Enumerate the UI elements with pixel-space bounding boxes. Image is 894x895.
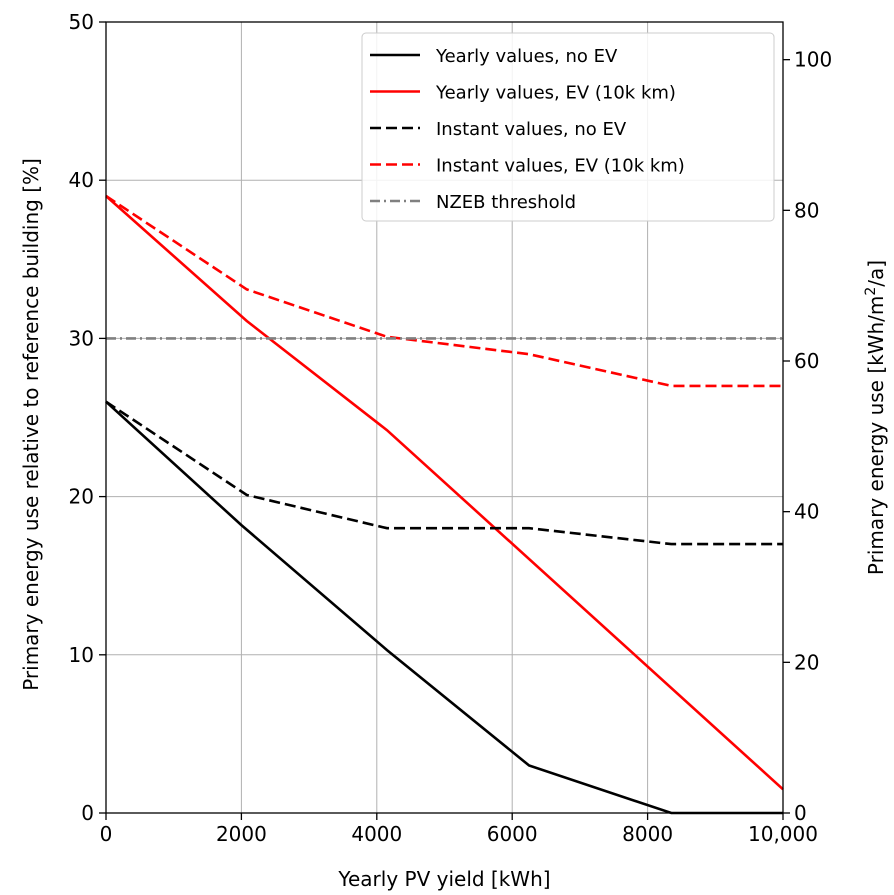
y-tick-label: 30 [69, 326, 94, 350]
x-axis-label: Yearly PV yield [kWh] [337, 867, 550, 891]
y-right-axis-label-prefix: Primary energy use [kWh/m [864, 296, 888, 576]
x-tick-label: 10,000 [748, 822, 818, 846]
legend-label-4: NZEB threshold [436, 192, 576, 213]
legend-label-3: Instant values, EV (10k km) [436, 156, 685, 177]
y-tick-label: 40 [69, 168, 94, 192]
y-tick-label: 50 [69, 10, 94, 34]
x-axis-ticks: 0 2000 4000 6000 8000 10,000 [100, 813, 818, 846]
y-right-axis-label-suffix: /a] [864, 260, 888, 287]
y-axis-ticks: 0 10 20 30 40 50 [69, 10, 106, 825]
series-line-0 [105, 400, 783, 815]
x-tick-label: 2000 [216, 822, 267, 846]
y-right-tick-label: 40 [794, 500, 819, 524]
y-tick-label: 0 [81, 801, 94, 825]
x-tick-label: 4000 [351, 822, 402, 846]
y-right-tick-label: 0 [794, 801, 807, 825]
series-line-3 [105, 194, 783, 388]
y-right-axis-label-superscript: 2 [863, 287, 879, 296]
y-axis-label: Primary energy use relative to reference… [19, 158, 43, 691]
y-tick-label: 10 [69, 643, 94, 667]
legend-label-2: Instant values, no EV [436, 119, 627, 140]
y-right-axis-ticks: 0 20 40 60 80 100 [783, 48, 832, 825]
legend-label-0: Yearly values, no EV [435, 46, 618, 67]
legend-box [361, 32, 775, 222]
legend-label-1: Yearly values, EV (10k km) [435, 83, 676, 104]
y-right-tick-label: 100 [794, 48, 832, 72]
x-tick-label: 0 [100, 822, 113, 846]
y-right-tick-label: 20 [794, 650, 819, 674]
series-layer [105, 194, 784, 815]
y-right-tick-label: 80 [794, 198, 819, 222]
y-right-tick-label: 60 [794, 349, 819, 373]
y-right-axis-label: Primary energy use [kWh/m2/a] [863, 260, 888, 575]
legend: Yearly values, no EV Yearly values, EV (1… [361, 32, 775, 222]
series-line-1 [105, 195, 784, 791]
x-tick-label: 8000 [622, 822, 673, 846]
x-tick-label: 6000 [487, 822, 538, 846]
y-tick-label: 20 [69, 485, 94, 509]
plot-frame [105, 21, 784, 814]
series-line-2 [105, 400, 783, 546]
